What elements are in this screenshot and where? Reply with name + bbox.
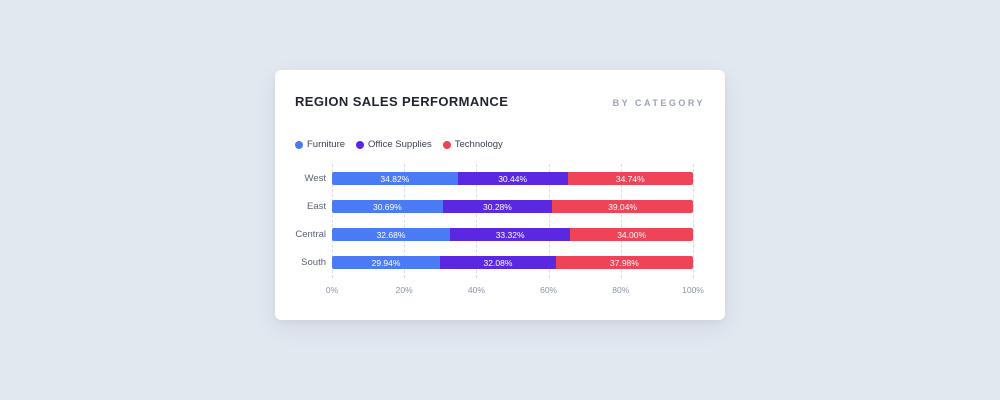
segment-value-label: 32.68% bbox=[376, 229, 406, 240]
gridlines bbox=[332, 164, 694, 278]
legend-label: Furniture bbox=[307, 139, 346, 150]
bar-segment-technology[interactable]: 39.04% bbox=[552, 200, 693, 213]
segment-value-label: 33.32% bbox=[495, 229, 525, 240]
bar-segment-technology[interactable]: 37.98% bbox=[555, 256, 693, 269]
x-axis-tick: 80% bbox=[612, 285, 630, 295]
segment-value-label: 32.08% bbox=[483, 257, 513, 268]
legend-dot-icon bbox=[295, 140, 303, 149]
row-label: East bbox=[306, 201, 326, 212]
gridline bbox=[404, 164, 406, 278]
bar-track: 30.69% 30.28% 39.04% bbox=[332, 200, 693, 213]
card-header: REGION SALES PERFORMANCE BY CATEGORY bbox=[295, 94, 705, 109]
card-subtitle: BY CATEGORY bbox=[612, 98, 705, 108]
segment-value-label: 37.98% bbox=[610, 257, 639, 268]
segment-value-label: 30.28% bbox=[483, 201, 512, 212]
legend-label: Office Supplies bbox=[368, 139, 432, 150]
x-axis-tick: 20% bbox=[395, 285, 413, 295]
gridline bbox=[548, 164, 550, 278]
page-title: REGION SALES PERFORMANCE bbox=[295, 94, 509, 109]
gridline bbox=[693, 164, 694, 278]
legend-item-technology[interactable]: Technology bbox=[442, 139, 503, 150]
bar-segment-furniture[interactable]: 29.94% bbox=[332, 256, 441, 269]
legend-dot-icon bbox=[356, 140, 365, 149]
bar-segment-technology[interactable]: 34.00% bbox=[570, 228, 693, 241]
bar-track: 32.68% 33.32% 34.00% bbox=[332, 228, 693, 241]
chart-card: REGION SALES PERFORMANCE BY CATEGORY Fur… bbox=[275, 70, 725, 320]
bar-row-east: East 30.69% 30.28% 39.04% bbox=[295, 200, 693, 213]
segment-value-label: 34.82% bbox=[380, 173, 410, 184]
segment-value-label: 34.00% bbox=[617, 229, 647, 240]
segment-value-label: 34.74% bbox=[615, 173, 645, 184]
legend: Furniture Office Supplies Technology bbox=[295, 139, 705, 150]
row-label: West bbox=[304, 173, 326, 184]
gridline bbox=[332, 164, 333, 278]
bar-row-west: West 34.82% 30.44% 34.74% bbox=[295, 172, 693, 185]
x-axis-tick: 40% bbox=[467, 285, 485, 295]
segment-value-label: 39.04% bbox=[608, 201, 637, 212]
x-axis-tick: 0% bbox=[325, 285, 339, 295]
bar-segment-furniture[interactable]: 34.82% bbox=[332, 172, 458, 185]
legend-dot-icon bbox=[442, 140, 451, 149]
row-label: South bbox=[301, 257, 326, 268]
bar-row-central: Central 32.68% 33.32% 34.00% bbox=[295, 228, 693, 241]
segment-value-label: 29.94% bbox=[371, 257, 401, 268]
bar-segment-furniture[interactable]: 30.69% bbox=[332, 200, 443, 213]
bar-segment-office-supplies[interactable]: 32.08% bbox=[440, 256, 556, 269]
legend-label: Technology bbox=[454, 139, 503, 150]
bar-segment-office-supplies[interactable]: 33.32% bbox=[449, 228, 571, 241]
bar-segment-furniture[interactable]: 32.68% bbox=[332, 228, 450, 241]
bar-segment-technology[interactable]: 34.74% bbox=[567, 172, 693, 185]
bar-segment-office-supplies[interactable]: 30.28% bbox=[442, 200, 553, 213]
gridline bbox=[620, 164, 622, 278]
bar-track: 29.94% 32.08% 37.98% bbox=[332, 256, 693, 269]
stacked-bar-chart: West 34.82% 30.44% 34.74% East 30.69% 30.28% 39… bbox=[295, 164, 705, 297]
chart-rows: West 34.82% 30.44% 34.74% East 30.69% 30.28% 39… bbox=[295, 172, 693, 269]
bar-track: 34.82% 30.44% 34.74% bbox=[332, 172, 693, 185]
segment-value-label: 30.69% bbox=[372, 201, 402, 212]
gridline bbox=[476, 164, 478, 278]
x-axis: 0% 20% 40% 60% 80% 100% bbox=[326, 285, 704, 297]
row-label: Central bbox=[295, 229, 326, 240]
legend-item-furniture[interactable]: Furniture bbox=[295, 139, 345, 150]
segment-value-label: 30.44% bbox=[498, 173, 528, 184]
x-axis-tick: 60% bbox=[540, 285, 558, 295]
x-axis-tick: 100% bbox=[682, 285, 704, 295]
legend-item-office-supplies[interactable]: Office Supplies bbox=[356, 139, 432, 150]
bar-segment-office-supplies[interactable]: 30.44% bbox=[457, 172, 568, 185]
bar-row-south: South 29.94% 32.08% 37.98% bbox=[295, 256, 693, 269]
